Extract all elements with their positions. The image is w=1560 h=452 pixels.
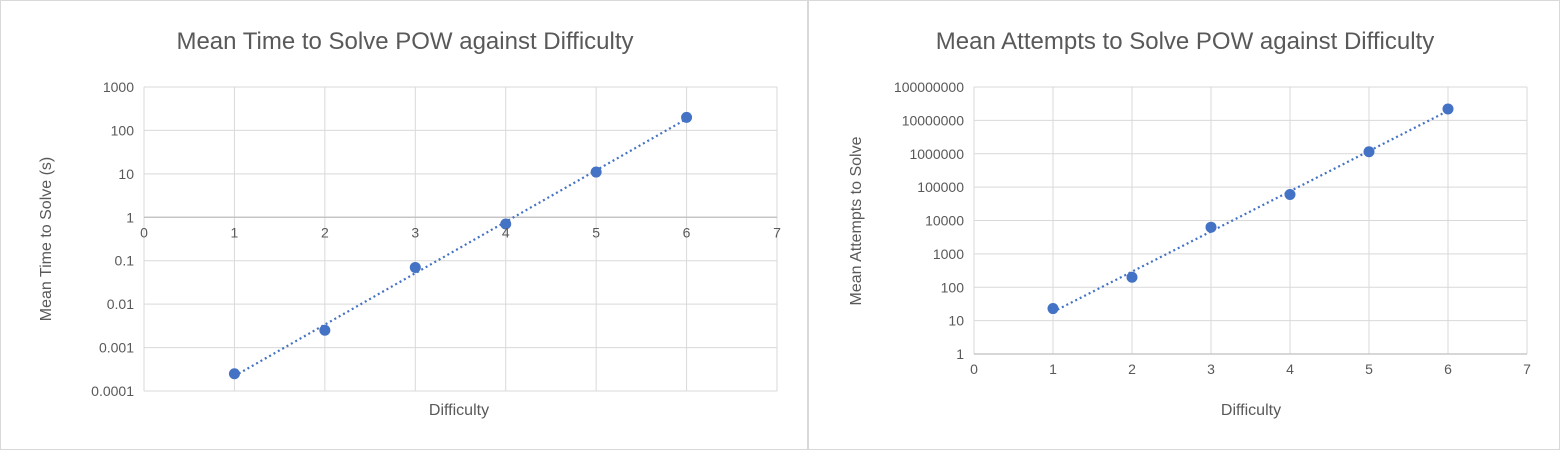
y-tick-label: 1000	[933, 246, 964, 262]
data-point	[500, 218, 512, 230]
data-point	[409, 261, 421, 273]
y-axis-label: Mean Attempts to Solve	[848, 136, 865, 305]
x-tick-label: 2	[1128, 361, 1136, 377]
y-tick-label: 0.1	[115, 253, 135, 269]
x-axis-label: Difficulty	[429, 402, 489, 419]
data-point	[1205, 221, 1217, 233]
x-tick-label: 5	[1365, 361, 1373, 377]
y-tick-label: 0.0001	[91, 383, 134, 399]
data-point	[1284, 189, 1296, 201]
data-point	[319, 324, 331, 336]
x-tick-label: 7	[1523, 361, 1531, 377]
y-tick-label: 10	[118, 166, 134, 182]
y-tick-label: 100000000	[894, 79, 964, 95]
y-tick-label: 100	[111, 122, 135, 138]
x-tick-label: 0	[140, 224, 148, 240]
x-axis-label: Difficulty	[1221, 402, 1281, 419]
data-point	[228, 368, 240, 380]
y-tick-label: 1	[956, 346, 964, 362]
data-point	[1363, 146, 1375, 158]
trendline	[1052, 109, 1449, 313]
x-tick-label: 1	[1049, 361, 1057, 377]
x-tick-label: 0	[970, 361, 978, 377]
time-chart: Mean Time to Solve POW against Difficult…	[38, 28, 781, 419]
chart-title: Mean Attempts to Solve POW against Diffi…	[936, 28, 1434, 55]
trendline	[233, 117, 688, 378]
data-point	[1126, 271, 1138, 283]
x-tick-label: 7	[773, 224, 781, 240]
data-point	[681, 111, 693, 123]
y-tick-label: 0.001	[99, 340, 134, 356]
x-tick-label: 6	[683, 224, 691, 240]
y-tick-label: 10000000	[902, 112, 965, 128]
y-tick-label: 1000	[103, 79, 134, 95]
chart-panel-attempts: Mean Attempts to Solve POW against Diffi…	[808, 0, 1560, 450]
x-tick-label: 6	[1444, 361, 1452, 377]
attempts-chart: Mean Attempts to Solve POW against Diffi…	[848, 28, 1531, 419]
x-tick-label: 3	[1207, 361, 1215, 377]
y-tick-label: 10000	[925, 213, 964, 229]
chart-title: Mean Time to Solve POW against Difficult…	[176, 28, 633, 55]
x-tick-label: 4	[502, 224, 510, 240]
y-tick-label: 1000000	[909, 146, 964, 162]
data-point	[590, 166, 602, 178]
y-tick-label: 1	[126, 209, 134, 225]
y-axis-label: Mean Time to Solve (s)	[38, 157, 55, 322]
x-tick-label: 4	[1286, 361, 1294, 377]
data-point	[1442, 103, 1454, 115]
y-tick-label: 10	[948, 313, 964, 329]
x-tick-label: 2	[321, 224, 329, 240]
chart-panel-time: Mean Time to Solve POW against Difficult…	[0, 0, 808, 450]
x-tick-label: 5	[592, 224, 600, 240]
x-tick-label: 1	[231, 224, 239, 240]
y-tick-label: 0.01	[107, 296, 134, 312]
data-point	[1047, 303, 1059, 315]
x-tick-label: 3	[411, 224, 419, 240]
y-tick-label: 100000	[917, 179, 964, 195]
y-tick-label: 100	[941, 279, 965, 295]
